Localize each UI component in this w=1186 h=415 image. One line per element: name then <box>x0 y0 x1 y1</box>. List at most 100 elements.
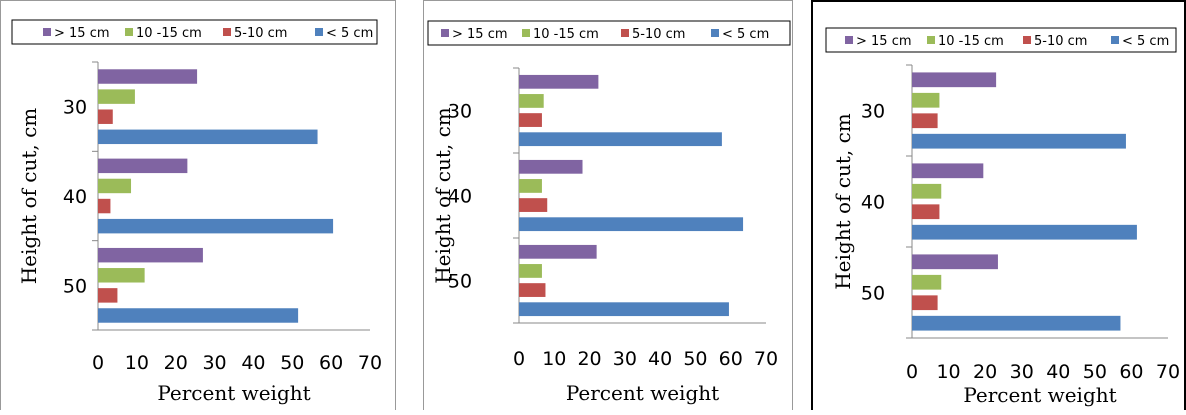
bar <box>912 274 942 290</box>
x-tick-label: 0 <box>92 352 104 374</box>
x-tick-label: 60 <box>319 352 343 374</box>
bar <box>98 218 334 234</box>
x-axis-title: Percent weight <box>963 383 1116 407</box>
x-tick-label: 50 <box>683 348 707 370</box>
x-tick-label: 50 <box>1083 361 1107 383</box>
y-axis-title: Height of cut, cm <box>431 107 455 284</box>
x-tick-label: 20 <box>973 361 997 383</box>
chart-1: > 15 cm 10 -15 cm 5-10 cm < 5 cm 0 10 20 30 40 50… <box>0 0 396 415</box>
legend-swatch <box>43 28 51 36</box>
chart-panel-2: > 15 cm 10 -15 cm 5-10 cm < 5 cm 0 10 20 30 40 50… <box>423 0 793 415</box>
y-tick-label: 40 <box>861 192 885 214</box>
bar <box>98 288 118 303</box>
legend-label: > 15 cm <box>452 27 508 42</box>
chart-panel-3: > 15 cm 10 -15 cm 5-10 cm < 5 cm 0 10 20 30 40 50… <box>811 0 1186 415</box>
legend-label: 5-10 cm <box>632 27 685 42</box>
legend-box <box>427 20 791 46</box>
bar <box>98 178 132 194</box>
bar <box>519 94 544 108</box>
legend-label: < 5 cm <box>1122 34 1169 49</box>
legend-swatch <box>621 29 629 37</box>
bar <box>912 183 942 199</box>
bar <box>519 159 583 174</box>
legend-label: 5-10 cm <box>1034 34 1087 49</box>
bar <box>98 89 135 104</box>
chart-3: > 15 cm 10 -15 cm 5-10 cm < 5 cm 0 10 20 30 40 50… <box>811 0 1186 415</box>
y-tick-label: 30 <box>448 101 472 123</box>
y-tick-label: 40 <box>63 186 87 208</box>
bar <box>519 74 599 89</box>
bar <box>519 264 542 278</box>
bar <box>912 163 984 179</box>
legend-label: > 15 cm <box>54 26 110 41</box>
bar <box>519 113 542 127</box>
x-tick-label: 70 <box>1156 361 1180 383</box>
bar <box>98 198 111 214</box>
legend-swatch <box>315 28 323 36</box>
legend-swatch <box>125 28 133 36</box>
x-tick-label: 40 <box>648 348 672 370</box>
x-tick-label: 0 <box>906 361 918 383</box>
legend-swatch <box>223 28 231 36</box>
legend-label: 10 -15 cm <box>938 34 1004 49</box>
legend-swatch <box>522 29 530 37</box>
legend-label: < 5 cm <box>722 27 769 42</box>
x-tick-label: 30 <box>202 352 226 374</box>
x-axis-title: Percent weight <box>566 381 719 405</box>
y-tick-label: 50 <box>63 275 87 297</box>
x-tick-label: 0 <box>513 348 525 370</box>
bar <box>519 244 597 259</box>
legend-swatch <box>441 29 449 37</box>
legend-swatch <box>1023 36 1031 44</box>
bar <box>98 129 318 145</box>
x-tick-label: 10 <box>542 348 566 370</box>
bar <box>912 72 997 88</box>
chart-2: > 15 cm 10 -15 cm 5-10 cm < 5 cm 0 10 20 30 40 50… <box>423 0 793 415</box>
legend-label: > 15 cm <box>856 34 912 49</box>
legend-label: 5-10 cm <box>234 26 287 41</box>
x-tick-label: 70 <box>754 348 778 370</box>
bar <box>912 92 940 108</box>
legend-swatch <box>711 29 719 37</box>
y-tick-label: 50 <box>448 271 472 293</box>
panel-border <box>811 0 1186 415</box>
y-tick-label: 50 <box>861 283 885 305</box>
bar <box>98 158 188 174</box>
legend-label: 10 -15 cm <box>136 26 202 41</box>
x-tick-label: 20 <box>577 348 601 370</box>
bar <box>912 254 998 270</box>
y-axis-title: Height of cut, cm <box>831 113 855 290</box>
bar <box>519 217 744 232</box>
x-tick-label: 40 <box>1046 361 1070 383</box>
panel-border <box>0 0 396 415</box>
bar <box>98 268 145 283</box>
bar <box>519 198 548 212</box>
bar <box>519 302 729 317</box>
y-tick-label: 30 <box>63 97 87 119</box>
bar <box>519 179 542 193</box>
bar <box>912 133 1126 149</box>
x-tick-label: 50 <box>280 352 304 374</box>
bar <box>912 113 938 129</box>
x-axis-title: Percent weight <box>157 381 310 405</box>
x-tick-label: 10 <box>125 352 149 374</box>
bar <box>98 69 198 84</box>
bar <box>98 247 203 263</box>
y-axis-title: Height of cut, cm <box>17 108 41 285</box>
x-tick-label: 10 <box>936 361 960 383</box>
x-tick-label: 70 <box>358 352 382 374</box>
bar <box>98 308 299 323</box>
x-tick-label: 40 <box>241 352 265 374</box>
y-tick-label: 40 <box>448 186 472 208</box>
x-tick-label: 30 <box>613 348 637 370</box>
bar <box>912 315 1121 331</box>
y-tick-label: 30 <box>861 101 885 123</box>
bar <box>912 224 1137 240</box>
bar <box>912 295 938 311</box>
legend-label: 10 -15 cm <box>533 27 599 42</box>
x-tick-label: 60 <box>1119 361 1143 383</box>
chart-panel-1: > 15 cm 10 -15 cm 5-10 cm < 5 cm 0 10 20 30 40 50… <box>0 0 396 415</box>
x-tick-label: 30 <box>1010 361 1034 383</box>
legend-label: < 5 cm <box>326 26 373 41</box>
bar <box>912 204 940 220</box>
